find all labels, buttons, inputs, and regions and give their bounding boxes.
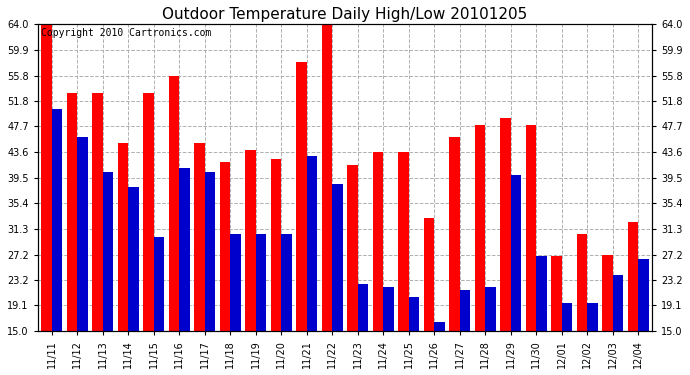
Bar xyxy=(194,143,205,331)
Bar xyxy=(434,322,445,331)
Bar xyxy=(179,168,190,331)
Bar xyxy=(449,137,460,331)
Bar xyxy=(307,156,317,331)
Bar xyxy=(577,234,587,331)
Bar xyxy=(536,256,547,331)
Bar xyxy=(143,93,154,331)
Text: Copyright 2010 Cartronics.com: Copyright 2010 Cartronics.com xyxy=(41,28,211,38)
Bar xyxy=(613,275,624,331)
Bar xyxy=(322,24,333,331)
Bar xyxy=(66,93,77,331)
Bar xyxy=(41,24,52,331)
Bar xyxy=(333,184,343,331)
Bar xyxy=(282,234,292,331)
Bar xyxy=(408,297,420,331)
Bar xyxy=(270,159,282,331)
Bar xyxy=(562,303,573,331)
Bar xyxy=(245,150,256,331)
Bar xyxy=(230,234,241,331)
Bar xyxy=(103,171,113,331)
Bar xyxy=(92,93,103,331)
Bar xyxy=(551,256,562,331)
Bar xyxy=(638,259,649,331)
Bar xyxy=(128,187,139,331)
Bar xyxy=(526,124,536,331)
Bar xyxy=(373,152,383,331)
Title: Outdoor Temperature Daily High/Low 20101205: Outdoor Temperature Daily High/Low 20101… xyxy=(162,7,528,22)
Bar xyxy=(219,162,230,331)
Bar xyxy=(52,109,63,331)
Bar xyxy=(256,234,266,331)
Bar xyxy=(627,222,638,331)
Bar xyxy=(424,218,434,331)
Bar xyxy=(347,165,357,331)
Bar xyxy=(205,171,215,331)
Bar xyxy=(357,284,368,331)
Bar xyxy=(398,152,408,331)
Bar xyxy=(485,287,496,331)
Bar xyxy=(460,290,471,331)
Bar xyxy=(475,124,485,331)
Bar xyxy=(500,118,511,331)
Bar xyxy=(117,143,128,331)
Bar xyxy=(383,287,394,331)
Bar xyxy=(296,62,307,331)
Bar xyxy=(168,76,179,331)
Bar xyxy=(154,237,164,331)
Bar xyxy=(587,303,598,331)
Bar xyxy=(511,175,522,331)
Bar xyxy=(77,137,88,331)
Bar xyxy=(602,255,613,331)
